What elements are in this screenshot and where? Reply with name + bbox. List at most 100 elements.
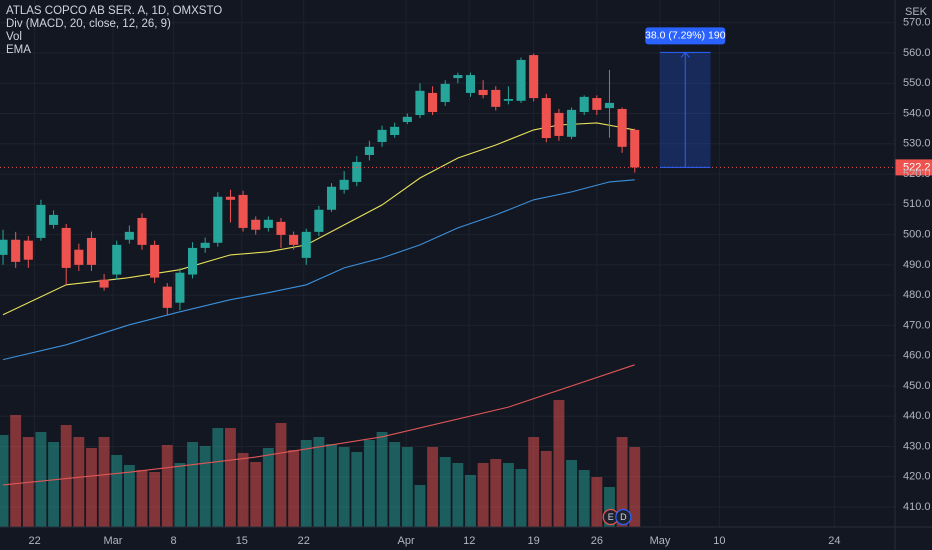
- chart-title: ATLAS COPCO AB SER. A, 1D, OMXSTO: [6, 5, 222, 17]
- candle-body: [428, 92, 438, 112]
- x-tick-label: 10: [713, 535, 725, 547]
- x-tick-label: 22: [28, 535, 40, 547]
- x-tick-label: May: [650, 535, 671, 547]
- candle-body: [137, 217, 147, 245]
- candle-body: [415, 90, 425, 116]
- y-tick-label: 420.0: [903, 471, 931, 483]
- y-tick-label: 440.0: [903, 410, 931, 422]
- candle-body: [617, 108, 627, 147]
- volume-bar: [288, 450, 300, 527]
- volume-bar: [73, 437, 85, 527]
- candle-body: [86, 237, 97, 265]
- event-label: E: [608, 512, 614, 522]
- candle-body: [238, 194, 248, 228]
- volume-bar: [553, 400, 565, 527]
- candle-body: [440, 83, 450, 103]
- x-tick-label: 26: [591, 535, 603, 547]
- candle-body: [491, 89, 501, 107]
- candle-body: [11, 239, 21, 262]
- candle-body: [541, 98, 551, 139]
- volume-bar: [515, 469, 527, 527]
- candle-body: [49, 214, 59, 225]
- candle-body: [339, 179, 349, 190]
- measure-arrow-head: [680, 51, 690, 58]
- volume-bar: [528, 437, 540, 527]
- candle-body: [289, 234, 299, 245]
- candle-body: [23, 240, 33, 260]
- y-tick-label: 470.0: [903, 319, 931, 331]
- candle-body: [162, 286, 172, 308]
- x-tick-label: 24: [828, 535, 840, 547]
- candle-body: [465, 75, 476, 93]
- ema-line: [2, 179, 635, 361]
- y-tick-label: 510.0: [903, 198, 931, 210]
- volume-bar: [48, 442, 60, 527]
- volume-bar: [540, 451, 552, 527]
- volume-bar: [427, 447, 439, 527]
- volume-bar: [199, 446, 211, 527]
- candle-body: [175, 272, 185, 303]
- y-tick-label: 460.0: [903, 350, 931, 362]
- candle-body: [364, 146, 374, 155]
- volume-bar: [439, 457, 451, 527]
- candle-body: [554, 112, 564, 136]
- volume-bar: [401, 447, 413, 527]
- x-tick-label: 12: [463, 535, 475, 547]
- candle-body: [516, 59, 526, 101]
- y-tick-label: 450.0: [903, 380, 931, 392]
- candle-body: [200, 242, 210, 248]
- volume-bar: [187, 442, 198, 527]
- indicator-label: EMA: [6, 44, 31, 56]
- volume-bar: [161, 445, 173, 527]
- volume-bar: [452, 463, 464, 527]
- y-tick-label: 500.0: [903, 228, 931, 240]
- candle-body: [529, 55, 539, 99]
- volume-bar: [326, 444, 337, 527]
- y-tick-label: 410.0: [903, 501, 931, 513]
- candle-body: [263, 219, 273, 228]
- volume-bar: [363, 440, 375, 527]
- y-tick-label: 520.0: [903, 168, 931, 180]
- volume-bar: [578, 470, 590, 527]
- candle-body: [301, 231, 311, 258]
- indicator-label: Div (MACD, 20, close, 12, 26, 9): [6, 18, 171, 30]
- candle-body: [402, 116, 412, 122]
- y-tick-label: 490.0: [903, 259, 931, 271]
- volume-bar: [566, 460, 578, 527]
- volume-bar: [0, 435, 9, 527]
- volume-bar: [490, 459, 502, 527]
- candle-body: [225, 196, 235, 200]
- volume-bar: [86, 448, 97, 527]
- volume-bar: [111, 455, 123, 527]
- last-price-label: 522.2: [903, 161, 931, 173]
- candle-body: [592, 98, 602, 110]
- x-tick-label: 15: [236, 535, 248, 547]
- last-price-box: [895, 159, 932, 176]
- candle-body: [61, 227, 71, 268]
- volume-bar: [300, 440, 312, 527]
- candle-body: [453, 75, 463, 79]
- volume-bar: [136, 470, 148, 527]
- y-tick-label: 430.0: [903, 440, 931, 452]
- volume-bar: [98, 437, 110, 527]
- volume-bar: [212, 428, 224, 527]
- candle-body: [377, 129, 387, 142]
- candle-body: [326, 186, 337, 210]
- volume-bar: [250, 462, 262, 527]
- y-tick-label: 480.0: [903, 289, 931, 301]
- candle-body: [112, 244, 122, 275]
- volume-bar: [275, 423, 287, 527]
- measure-label: 38.0 (7.29%) 190: [645, 30, 726, 42]
- volume-bar: [174, 463, 186, 527]
- volume-bar: [629, 447, 641, 527]
- volume-bar: [351, 452, 363, 527]
- y-tick-label: 540.0: [903, 107, 931, 119]
- y-tick-label: 530.0: [903, 138, 931, 150]
- measure-label-box: [645, 27, 726, 45]
- candle-body: [0, 239, 8, 255]
- volume-bar: [123, 465, 135, 527]
- volume-bar: [616, 437, 628, 527]
- candle-body: [99, 279, 109, 288]
- volume-bar: [604, 487, 615, 527]
- candle-body: [36, 204, 46, 238]
